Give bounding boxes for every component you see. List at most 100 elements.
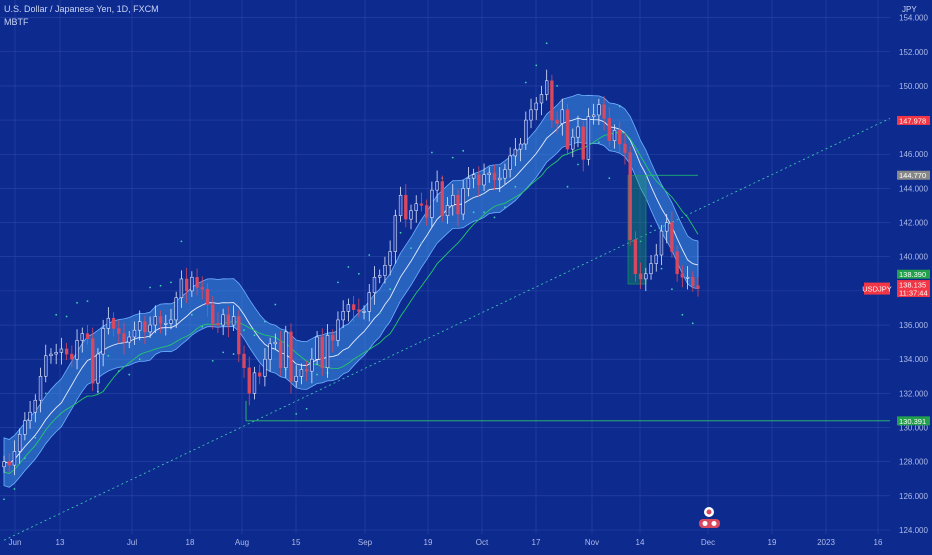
- x-tick-label: 18: [186, 538, 195, 547]
- candle-down: [404, 194, 408, 220]
- candle-down: [602, 104, 606, 119]
- candle-up: [33, 399, 37, 413]
- sar-dot: [504, 206, 506, 209]
- sar-dot: [305, 407, 308, 410]
- candle-up: [576, 126, 580, 138]
- candle-up: [299, 369, 304, 377]
- trend-line: [3, 118, 891, 541]
- candle-down: [357, 309, 361, 312]
- candle-up: [346, 304, 351, 312]
- candle-down: [304, 369, 309, 372]
- sar-dot: [462, 149, 465, 152]
- candle-up: [174, 297, 178, 321]
- sar-dot: [608, 177, 611, 180]
- y-tick-label: 130.000: [899, 424, 928, 433]
- candle-up: [409, 210, 413, 220]
- sar-dot: [566, 185, 569, 188]
- sar-dot: [389, 288, 392, 291]
- sar-dot: [681, 313, 684, 316]
- candle-up: [612, 130, 617, 141]
- x-tick-label: 2023: [817, 538, 835, 547]
- candle-up: [430, 189, 434, 218]
- candle-down: [581, 126, 585, 160]
- candle-down: [607, 118, 611, 141]
- y-tick-label: 154.000: [899, 14, 928, 23]
- candle-up: [28, 411, 32, 421]
- candle-up: [545, 80, 549, 95]
- candle-down: [638, 273, 643, 280]
- price-badge: [897, 416, 930, 426]
- sar-dot: [34, 436, 37, 439]
- price-badge: [897, 280, 930, 290]
- candle-down: [278, 341, 283, 368]
- candle-down: [242, 353, 246, 368]
- candle-up: [513, 148, 518, 157]
- candle-down: [143, 321, 147, 333]
- candle-up: [414, 203, 418, 211]
- candle-up: [127, 336, 131, 343]
- candle-up: [310, 358, 314, 372]
- candle-up: [498, 177, 502, 181]
- sar-dot: [660, 267, 663, 270]
- price-badge-text: 138.135: [899, 281, 926, 290]
- candle-up: [388, 251, 392, 266]
- sar-dot: [524, 81, 527, 84]
- x-tick-label: Aug: [235, 538, 249, 547]
- candle-down: [226, 314, 231, 326]
- candle-down: [70, 353, 74, 360]
- candle-down: [424, 205, 429, 218]
- sar-dot: [535, 64, 538, 67]
- sar-dot: [295, 412, 298, 415]
- candle-down: [675, 251, 679, 275]
- candle-up: [12, 451, 17, 466]
- candle-up: [560, 109, 565, 124]
- candle-up: [529, 109, 533, 121]
- candle-down: [184, 278, 189, 292]
- y-tick-label: 142.000: [899, 219, 928, 228]
- candle-up: [649, 263, 653, 275]
- sar-dot: [399, 231, 402, 234]
- sar-dot: [180, 240, 183, 243]
- sar-dot: [86, 300, 89, 303]
- sar-dot: [253, 334, 256, 337]
- candle-up: [190, 276, 194, 292]
- candle-up: [367, 292, 371, 312]
- candle-up: [487, 172, 491, 175]
- candle-up: [148, 324, 152, 333]
- sar-dot: [337, 281, 339, 284]
- sar-dot: [44, 392, 47, 395]
- x-tick-label: Dec: [701, 538, 715, 547]
- candle-down: [680, 273, 685, 278]
- candle-up: [221, 314, 225, 326]
- candle-up: [482, 174, 486, 186]
- candle-down: [216, 323, 220, 326]
- sar-dot: [347, 266, 350, 268]
- candle-up: [54, 352, 58, 355]
- sar-dot: [597, 141, 600, 144]
- sar-dot: [451, 156, 454, 159]
- price-badge: [897, 115, 930, 125]
- x-tick-label: Nov: [585, 538, 599, 547]
- event-icon-a: [702, 521, 708, 526]
- y-tick-label: 124.000: [899, 526, 928, 535]
- sar-dot: [65, 315, 68, 318]
- candle-up: [534, 102, 538, 111]
- symbol-title: U.S. Dollar / Japanese Yen, 1D, FXCM: [4, 4, 159, 14]
- candle-up: [169, 319, 173, 324]
- sar-dot: [671, 288, 673, 291]
- x-tick-label: 19: [424, 538, 433, 547]
- candle-up: [284, 331, 288, 368]
- candle-down: [419, 203, 424, 206]
- y-tick-label: 132.000: [899, 389, 928, 398]
- candle-up: [231, 316, 236, 326]
- candle-down: [200, 287, 204, 290]
- y-tick-label: 128.000: [899, 458, 928, 467]
- symbol-badge-text: USDJPY: [862, 285, 892, 294]
- sar-dot: [149, 286, 152, 289]
- mtf-mid-line: [3, 117, 699, 464]
- sar-dot: [128, 373, 131, 376]
- y-tick-label: 126.000: [899, 492, 928, 501]
- sar-dot: [201, 325, 204, 328]
